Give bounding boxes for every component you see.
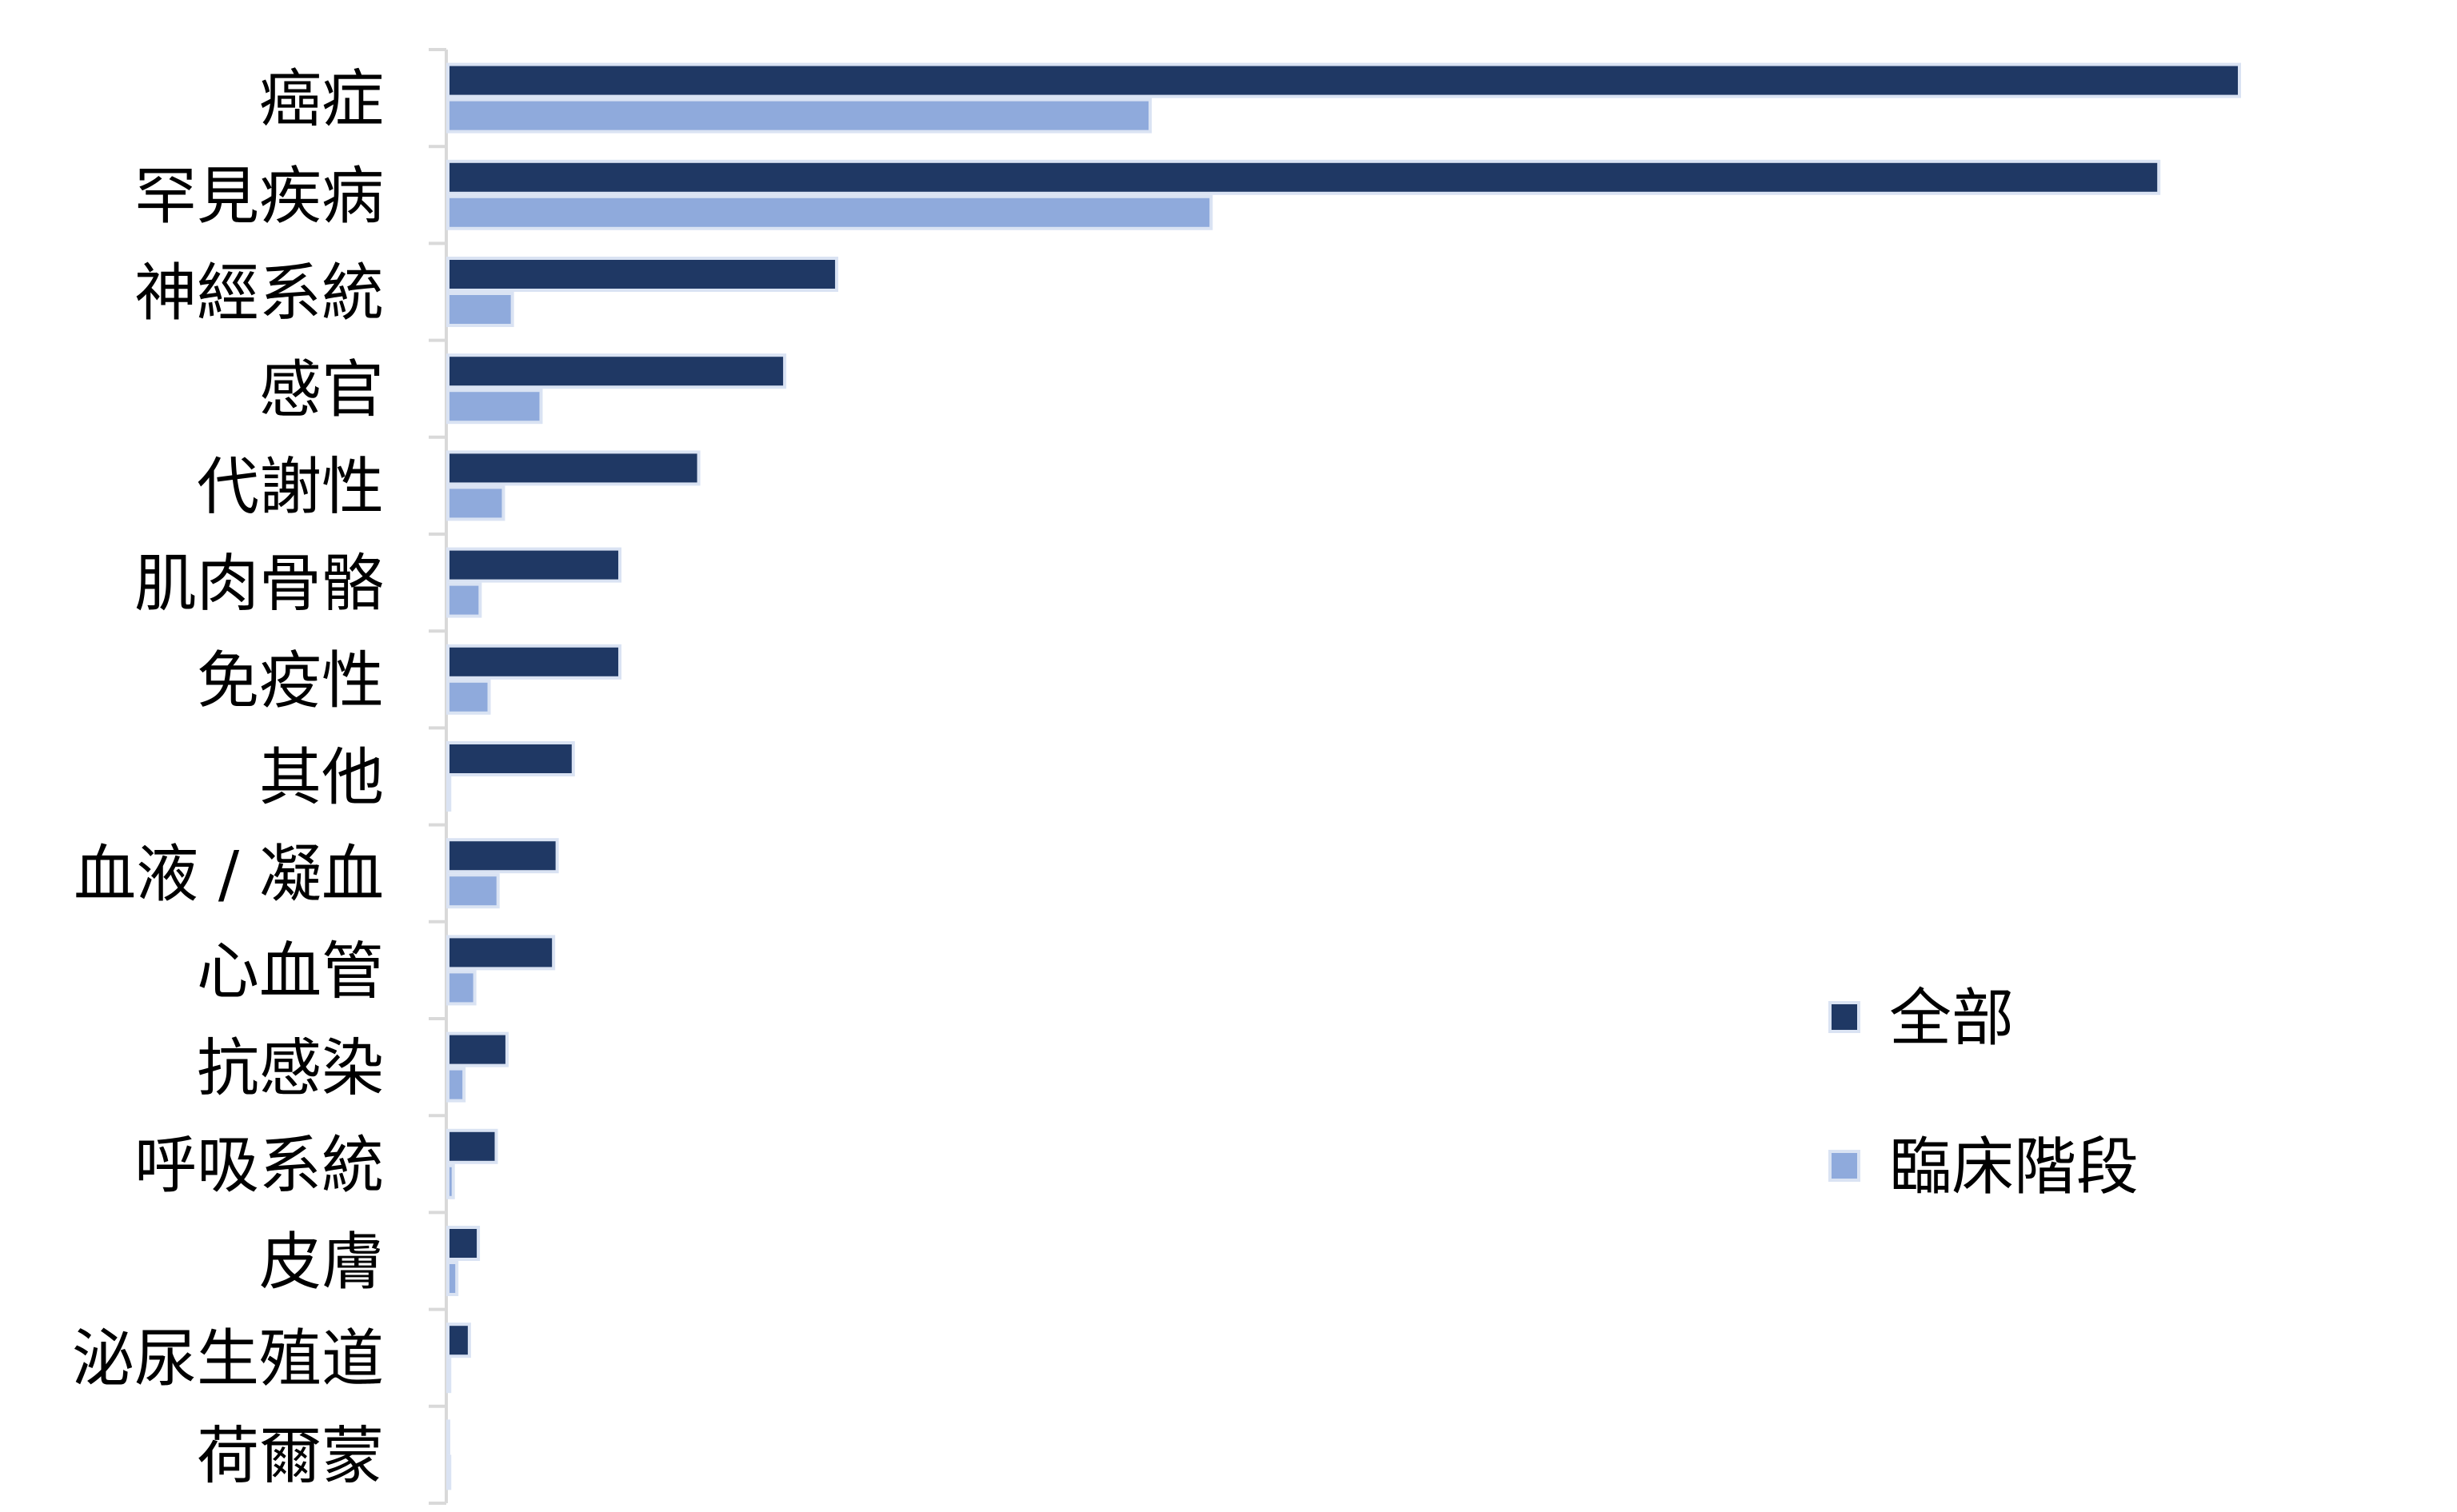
category-label: 神經系統 <box>134 257 384 329</box>
legend-swatch <box>1828 1001 1860 1033</box>
bar-all <box>446 159 2161 195</box>
bar-all <box>446 935 556 971</box>
legend-swatch <box>1828 1150 1860 1182</box>
category-label: 抗感染 <box>197 1033 384 1105</box>
category-label: 肌肉骨骼 <box>134 549 384 620</box>
bar-all <box>446 1128 498 1164</box>
bar-clinical <box>446 485 505 521</box>
bar-clinical <box>446 1358 452 1394</box>
category-label: 罕見疾病 <box>134 161 384 233</box>
category-label: 泌尿生殖道 <box>72 1323 384 1395</box>
bar-clinical <box>446 679 491 715</box>
bar-clinical <box>446 1163 455 1199</box>
bar-all <box>446 547 622 583</box>
bar-all <box>446 644 622 680</box>
bar-all <box>446 1226 481 1261</box>
bar-clinical <box>446 1261 459 1296</box>
bar-clinical <box>446 98 1153 134</box>
category-label: 呼吸系統 <box>134 1130 384 1202</box>
bar-all <box>446 1419 450 1455</box>
category-label: 感官 <box>259 354 384 426</box>
bar-clinical <box>446 873 500 909</box>
bar-clinical <box>446 776 452 812</box>
bar-clinical <box>446 389 543 425</box>
category-label: 皮膚 <box>259 1227 384 1299</box>
bar-all <box>446 257 839 292</box>
category-label: 其他 <box>259 742 384 814</box>
category-label: 荷爾蒙 <box>197 1420 384 1492</box>
bar-clinical <box>446 1067 466 1103</box>
bar-all <box>446 838 559 874</box>
bar-clinical <box>446 194 1213 230</box>
category-label: 免疫性 <box>197 645 384 717</box>
category-label: 癌症 <box>259 64 384 136</box>
legend-label: 全部 <box>1889 983 2014 1055</box>
bar-clinical <box>446 1454 452 1490</box>
bar-all <box>446 741 575 776</box>
category-label: 血液 / 凝血 <box>74 839 384 911</box>
legend-label: 臨床階段 <box>1889 1131 2139 1203</box>
bars-layer <box>446 62 2241 1490</box>
axis-layer <box>429 48 448 1505</box>
category-label: 心血管 <box>197 936 384 1007</box>
category-label: 代謝性 <box>197 451 384 523</box>
bar-all <box>446 62 2241 98</box>
bar-clinical <box>446 582 482 618</box>
bar-all <box>446 1323 471 1358</box>
bar-clinical <box>446 970 477 1006</box>
bar-clinical <box>446 292 514 327</box>
bar-all <box>446 1031 509 1067</box>
bar-all <box>446 353 787 389</box>
bar-all <box>446 450 701 486</box>
